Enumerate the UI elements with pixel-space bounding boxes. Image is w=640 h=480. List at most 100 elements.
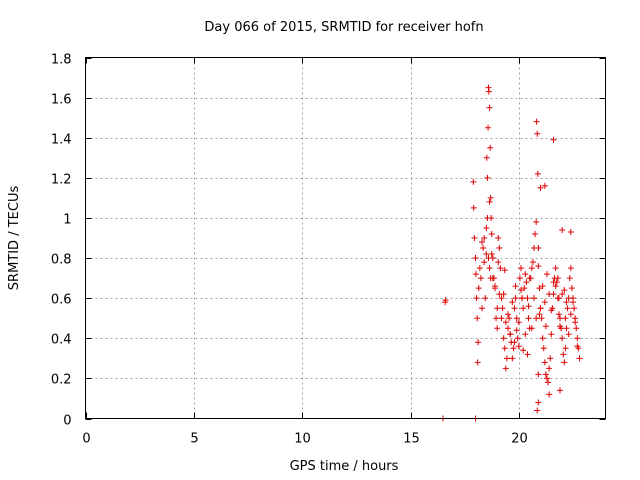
data-point: [536, 311, 543, 318]
data-point: [562, 315, 569, 322]
data-point: [571, 305, 578, 312]
y-tick-label: 0.6: [51, 293, 72, 308]
data-point: [493, 315, 500, 322]
data-point: [487, 194, 494, 201]
data-point: [559, 226, 566, 233]
data-point: [514, 335, 521, 342]
data-point: [525, 315, 532, 322]
data-point: [565, 331, 572, 338]
data-point: [561, 287, 568, 294]
data-point: [546, 365, 553, 372]
data-point: [540, 345, 547, 352]
data-point: [522, 331, 529, 338]
data-point: [574, 343, 581, 350]
data-point: [535, 399, 542, 406]
data-point: [537, 184, 544, 191]
data-point: [472, 271, 479, 278]
data-point: [481, 259, 488, 266]
data-point: [518, 265, 524, 272]
data-point: [535, 263, 542, 270]
data-point: [529, 259, 536, 266]
x-tick-label: 10: [294, 432, 311, 447]
data-point: [470, 178, 477, 185]
data-point: [523, 279, 530, 286]
data-point: [559, 291, 566, 298]
data-point: [483, 154, 490, 161]
data-point: [554, 275, 561, 282]
data-point: [567, 265, 574, 272]
data-point: [537, 305, 544, 312]
data-point: [542, 371, 549, 378]
data-point: [524, 351, 531, 358]
y-tick-label: 0: [63, 414, 71, 429]
data-point: [475, 339, 482, 346]
data-point: [515, 319, 522, 326]
data-point: [566, 275, 573, 282]
data-point: [560, 351, 567, 358]
data-point: [472, 255, 479, 262]
data-point: [534, 130, 541, 137]
data-point: [539, 283, 546, 290]
y-tick-label: 1.8: [51, 53, 72, 68]
data-point: [485, 88, 492, 95]
data-point: [483, 224, 490, 231]
data-point: [542, 323, 549, 330]
data-point: [498, 315, 505, 322]
data-point: [573, 325, 580, 332]
data-point: [496, 291, 503, 298]
axes: 0 0.2 0.4 0.6 0.8 1 1.2 1.4 1.6 1.8 0 5 10 15 20: [51, 53, 606, 447]
data-point: [550, 279, 557, 286]
data-point: [548, 307, 555, 314]
data-point: [541, 359, 548, 366]
data-point: [510, 345, 517, 352]
data-point: [520, 347, 527, 354]
data-point: [512, 283, 519, 290]
data-point: [520, 305, 527, 312]
data-point: [484, 174, 491, 181]
y-tick-label: 0.2: [51, 373, 72, 388]
y-tick-label: 1.2: [51, 173, 72, 188]
data-point: [507, 331, 514, 338]
data-point: [539, 335, 546, 342]
data-point: [501, 267, 508, 274]
data-point: [501, 345, 508, 352]
data-point: [502, 319, 509, 326]
data-point: [513, 315, 520, 322]
data-point: [557, 387, 563, 394]
data-point: [502, 365, 509, 372]
data-point: [546, 291, 553, 298]
data-point: [557, 323, 563, 330]
y-tick-label: 1.4: [51, 133, 72, 148]
data-point: [477, 275, 484, 282]
data-point: [576, 355, 583, 362]
data-point: [519, 295, 526, 302]
data-point: [525, 303, 532, 310]
data-point: [533, 315, 540, 322]
data-point: [480, 245, 487, 252]
data-point: [474, 315, 481, 322]
data-point: [489, 275, 496, 282]
data-point: [513, 327, 520, 334]
data-point: [515, 343, 522, 350]
data-point: [555, 295, 562, 302]
data-point: [567, 228, 574, 235]
x-tick-label: 20: [511, 432, 528, 447]
data-point: [479, 305, 485, 312]
data-point: [473, 295, 480, 302]
data-point: [568, 285, 575, 292]
data-points: [440, 84, 583, 422]
data-point: [485, 124, 492, 131]
y-axis-label: SRMTID / TECUs: [7, 186, 22, 291]
data-point: [494, 325, 501, 332]
data-point: [518, 287, 524, 294]
x-tick-label: 0: [82, 432, 90, 447]
data-point: [509, 355, 516, 362]
data-point: [534, 407, 541, 414]
data-point: [570, 299, 576, 306]
data-point: [562, 345, 569, 352]
data-point: [526, 275, 533, 282]
data-point: [509, 299, 516, 306]
data-point: [546, 391, 553, 398]
data-point: [557, 315, 563, 322]
